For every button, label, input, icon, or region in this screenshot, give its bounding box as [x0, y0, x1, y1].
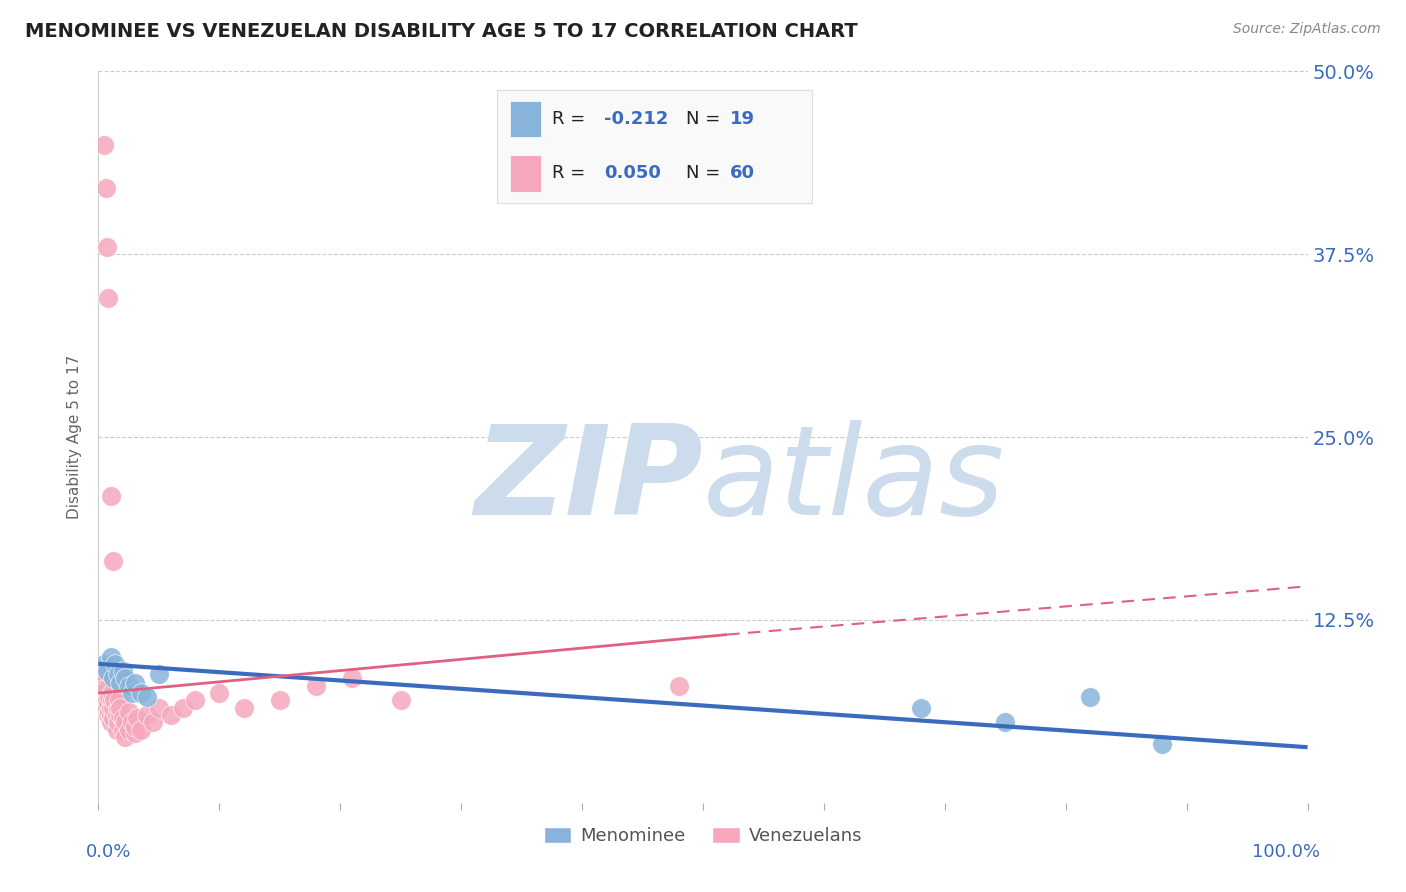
Text: atlas: atlas: [703, 420, 1005, 541]
Point: [97, 696, 120, 710]
Point: [148, 667, 170, 681]
Point: [100, 489, 122, 503]
Point: [124, 720, 146, 734]
Point: [389, 693, 412, 707]
Point: [910, 700, 932, 714]
Point: [135, 708, 157, 723]
Legend: Menominee, Venezuelans: Menominee, Venezuelans: [537, 820, 869, 852]
Point: [994, 715, 1017, 730]
Point: [97, 291, 120, 305]
Point: [93, 693, 115, 707]
Text: 100.0%: 100.0%: [1251, 843, 1320, 861]
Point: [269, 693, 291, 707]
Text: 0.0%: 0.0%: [86, 843, 132, 861]
Point: [107, 700, 129, 714]
Point: [129, 723, 152, 737]
Point: [91, 693, 114, 707]
Point: [114, 715, 136, 730]
Point: [129, 686, 152, 700]
Point: [101, 554, 124, 568]
Point: [142, 715, 165, 730]
Point: [101, 672, 124, 686]
Point: [100, 700, 122, 714]
Point: [118, 705, 141, 719]
Point: [96, 700, 118, 714]
Point: [118, 679, 141, 693]
Point: [101, 711, 124, 725]
Point: [100, 686, 122, 700]
Point: [103, 693, 125, 707]
Point: [108, 700, 131, 714]
Point: [111, 664, 134, 678]
Point: [127, 711, 149, 725]
Point: [121, 715, 143, 730]
Point: [668, 679, 690, 693]
Point: [105, 723, 128, 737]
Point: [232, 700, 254, 714]
Point: [98, 705, 121, 719]
Point: [148, 700, 170, 714]
Point: [184, 693, 207, 707]
Point: [94, 681, 117, 696]
Point: [93, 700, 115, 714]
Point: [98, 690, 121, 705]
Point: [93, 657, 115, 671]
Point: [97, 708, 120, 723]
Point: [124, 676, 146, 690]
Point: [90, 679, 112, 693]
Point: [96, 664, 118, 678]
Point: [108, 676, 131, 690]
Point: [208, 686, 231, 700]
Point: [100, 715, 122, 730]
Point: [107, 715, 129, 730]
Point: [94, 181, 117, 195]
Point: [111, 711, 134, 725]
Point: [1152, 737, 1174, 751]
Point: [104, 657, 127, 671]
Point: [135, 690, 157, 705]
Point: [114, 730, 136, 744]
Point: [124, 725, 146, 739]
Point: [91, 686, 114, 700]
Y-axis label: Disability Age 5 to 17: Disability Age 5 to 17: [67, 355, 83, 519]
Point: [96, 240, 118, 254]
Text: ZIP: ZIP: [474, 420, 703, 541]
Point: [93, 137, 115, 152]
Point: [118, 723, 141, 737]
Point: [108, 708, 131, 723]
Point: [160, 708, 183, 723]
Point: [94, 690, 117, 705]
Point: [1078, 690, 1101, 705]
Point: [105, 708, 128, 723]
Point: [342, 672, 364, 686]
Point: [100, 649, 122, 664]
Point: [114, 672, 136, 686]
Point: [111, 723, 134, 737]
Point: [305, 679, 328, 693]
Point: [121, 686, 143, 700]
Point: [101, 700, 124, 714]
Point: [100, 693, 122, 707]
Point: [108, 693, 131, 707]
Point: [172, 700, 194, 714]
Text: Source: ZipAtlas.com: Source: ZipAtlas.com: [1233, 22, 1381, 37]
Point: [91, 672, 114, 686]
Point: [100, 708, 122, 723]
Text: MENOMINEE VS VENEZUELAN DISABILITY AGE 5 TO 17 CORRELATION CHART: MENOMINEE VS VENEZUELAN DISABILITY AGE 5…: [25, 22, 858, 41]
Point: [91, 664, 114, 678]
Point: [107, 667, 129, 681]
Point: [96, 693, 118, 707]
